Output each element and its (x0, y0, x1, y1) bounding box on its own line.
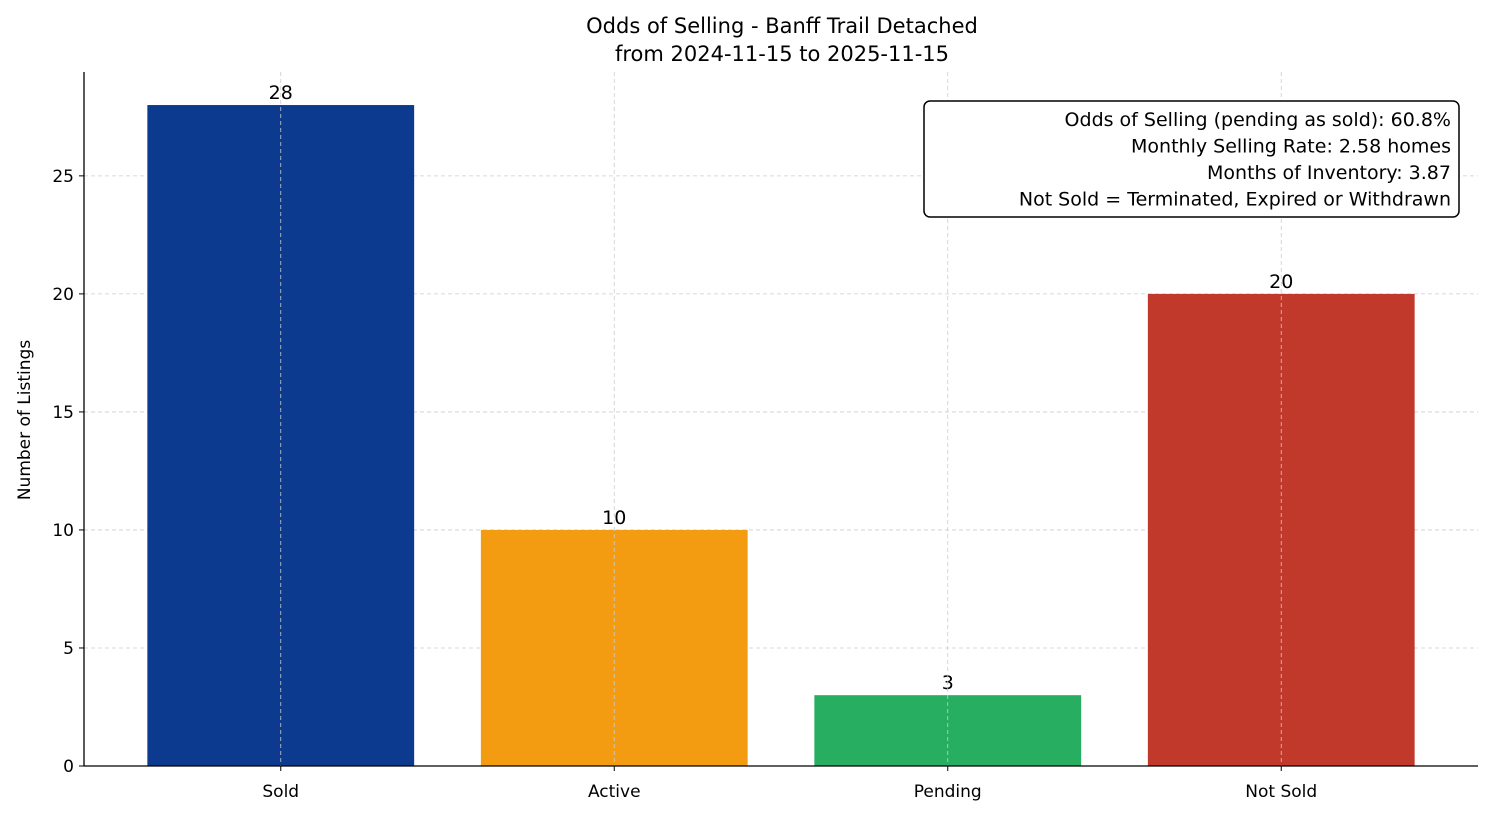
bar-sold (147, 105, 415, 767)
annotation-line: Monthly Selling Rate: 2.58 homes (1131, 136, 1451, 158)
y-tick-label: 0 (63, 757, 74, 777)
y-tick-label: 10 (52, 521, 74, 541)
data-label: 10 (602, 507, 626, 529)
data-label: 20 (1269, 271, 1293, 293)
y-axis-label: Number of Listings (15, 340, 35, 500)
y-tick-label: 25 (52, 167, 74, 187)
chart-title: Odds of Selling - Banff Trail Detached (586, 14, 978, 38)
annotation-line: Not Sold = Terminated, Expired or Withdr… (1019, 189, 1451, 211)
x-tick-label: Pending (914, 782, 982, 802)
x-tick-label: Not Sold (1245, 782, 1317, 802)
y-tick-label: 20 (52, 285, 74, 305)
axes: 0 5 10 15 20 25 Sold Active Pending Not Sold (52, 72, 1478, 802)
chart-subtitle: from 2024-11-15 to 2025-11-15 (615, 42, 949, 66)
annotation-line: Odds of Selling (pending as sold): 60.8% (1065, 109, 1451, 131)
x-tick-label: Active (588, 782, 641, 802)
annotation-line: Months of Inventory: 3.87 (1207, 162, 1451, 184)
x-tick-label: Sold (262, 782, 299, 802)
y-tick-label: 5 (63, 639, 74, 659)
y-tick-label: 15 (52, 403, 74, 423)
annotation-box: Odds of Selling (pending as sold): 60.8%… (923, 100, 1460, 218)
